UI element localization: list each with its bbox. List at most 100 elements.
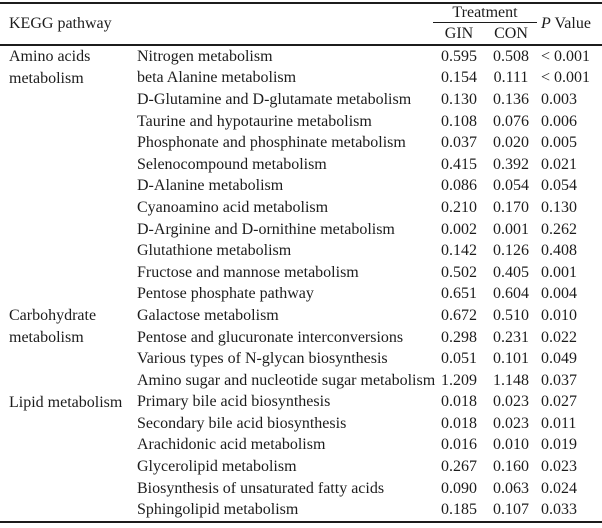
p-value-rest: Value	[550, 15, 591, 32]
pathway-cell: Selenocompound metabolism	[137, 155, 327, 173]
pathway-cell: Glycerolipid metabolism	[137, 458, 297, 476]
table-row: Glutathione metabolism 0.142 0.126 0.408	[0, 240, 602, 262]
gin-value-cell: 0.086	[441, 177, 478, 195]
gin-value-cell: 0.130	[441, 90, 478, 108]
p-value-cell: 0.022	[541, 328, 578, 346]
gin-value-cell: 0.298	[441, 328, 478, 346]
table-row: Phosphonate and phosphinate metabolism 0.…	[0, 132, 602, 154]
con-value-cell: 0.510	[493, 306, 530, 324]
con-value-cell: 0.508	[493, 47, 530, 65]
con-value-cell: 0.405	[493, 263, 530, 281]
p-value-cell: 0.010	[541, 306, 578, 324]
table-row: Amino sugar and nucleotide sugar metabol…	[0, 370, 602, 392]
table-row: Biosynthesis of unsaturated fatty acids 0…	[0, 478, 602, 500]
p-value-cell: 0.027	[541, 393, 578, 411]
gin-value-cell: 0.018	[441, 393, 478, 411]
header-p-value: P Value	[537, 3, 602, 45]
con-value-cell: 0.054	[493, 177, 530, 195]
gin-value-cell: 0.051	[441, 350, 478, 368]
p-value-cell: 0.001	[541, 263, 578, 281]
p-value-cell: < 0.001	[541, 69, 591, 87]
header-row-spanner: KEGG pathway Treatment P Value	[0, 3, 602, 32]
con-value-cell: 0.001	[493, 220, 530, 238]
gin-value-cell: 0.267	[441, 458, 478, 476]
group-label-cell: Amino acids metabolism	[9, 48, 91, 87]
gin-value-cell: 1.209	[441, 371, 478, 389]
pathway-cell: Taurine and hypotaurine metabolism	[137, 112, 372, 130]
group-label-cell: Lipid metabolism	[9, 393, 123, 411]
con-value-cell: 0.063	[493, 479, 530, 497]
con-value-cell: 0.126	[493, 242, 530, 260]
pathway-cell: D-Arginine and D-ornithine metabolism	[137, 220, 395, 238]
pathway-cell: Arachidonic acid metabolism	[137, 436, 326, 454]
pathway-cell: Secondary bile acid biosynthesis	[137, 414, 347, 432]
table-row: Cyanoamino acid metabolism 0.210 0.170 0.13…	[0, 197, 602, 219]
p-value-cell: 0.408	[541, 242, 578, 260]
table-row: Carbohydrate metabolism Galactose metabol…	[0, 305, 602, 346]
pathway-cell: Cyanoamino acid metabolism	[137, 198, 329, 216]
con-value-cell: 0.604	[493, 285, 530, 303]
p-value-cell: 0.021	[541, 155, 578, 173]
con-value-cell: 0.107	[493, 501, 530, 519]
gin-value-cell: 0.018	[441, 414, 478, 432]
gin-value-cell: 0.002	[441, 220, 478, 238]
pathway-cell: Nitrogen metabolism	[137, 47, 273, 65]
gin-value-cell: 0.108	[441, 112, 478, 130]
table-row: Amino acids metabolism Nitrogen metabolis…	[0, 45, 602, 87]
gin-value-cell: 0.016	[441, 436, 478, 454]
pathway-cell: Amino sugar and nucleotide sugar metabol…	[137, 371, 436, 389]
p-value-cell: 0.130	[541, 198, 578, 216]
gin-value-cell: 0.037	[441, 134, 478, 152]
pathway-cell: D-Alanine metabolism	[137, 177, 284, 195]
p-value-cell: 0.006	[541, 112, 578, 130]
pathway-cell: Phosphonate and phosphinate metabolism	[137, 134, 406, 152]
table-body: Amino acids metabolism Nitrogen metabolis…	[0, 45, 602, 522]
p-value-italic-p: P	[541, 15, 551, 32]
table-row: Glycerolipid metabolism 0.267 0.160 0.023	[0, 456, 602, 478]
pathway-cell: Glutathione metabolism	[137, 242, 292, 260]
p-value-cell: 0.024	[541, 479, 578, 497]
con-value-cell: 0.160	[493, 458, 530, 476]
table-row: D-Alanine metabolism 0.086 0.054 0.054	[0, 176, 602, 198]
p-value-cell: < 0.001	[541, 47, 591, 65]
con-value-cell: 0.023	[493, 393, 530, 411]
p-value-cell: 0.023	[541, 458, 578, 476]
table-row: Pentose and glucuronate interconversions…	[0, 327, 602, 349]
pathway-cell: Galactose metabolism	[137, 306, 279, 324]
header-treatment: Treatment	[433, 3, 538, 23]
con-value-cell: 0.170	[493, 198, 530, 216]
table-row: Sphingolipid metabolism 0.185 0.107 0.033	[0, 499, 602, 522]
group-label-cell: Carbohydrate metabolism	[9, 307, 97, 346]
con-value-cell: 0.076	[493, 112, 530, 130]
gin-value-cell: 0.154	[441, 69, 478, 87]
con-value-cell: 0.010	[493, 436, 530, 454]
p-value-cell: 0.049	[541, 350, 578, 368]
table-row: Pentose phosphate pathway 0.651 0.604 0.004	[0, 284, 602, 306]
con-value-cell: 0.231	[493, 328, 530, 346]
table-header: KEGG pathway Treatment P Value GIN CON	[0, 3, 602, 45]
header-row-subcolumns: GIN CON	[0, 23, 602, 46]
table-row: Various types of N-glycan biosynthesis 0.…	[0, 348, 602, 370]
gin-value-cell: 0.185	[441, 501, 478, 519]
gin-value-cell: 0.142	[441, 242, 478, 260]
p-value-cell: 0.003	[541, 90, 578, 108]
gin-value-cell: 0.672	[441, 306, 478, 324]
table-row: Lipid metabolism Primary bile acid biosyn…	[0, 392, 602, 414]
p-value-cell: 0.033	[541, 501, 578, 519]
p-value-cell: 0.019	[541, 436, 578, 454]
pathway-cell: beta Alanine metabolism	[137, 69, 297, 87]
pathway-cell: Various types of N-glycan biosynthesis	[137, 350, 388, 368]
header-con: CON	[494, 24, 528, 42]
con-value-cell: 0.392	[493, 155, 530, 173]
pathway-cell: Biosynthesis of unsaturated fatty acids	[137, 479, 385, 497]
table-row: D-Arginine and D-ornithine metabolism 0.0…	[0, 219, 602, 241]
p-value-cell: 0.005	[541, 134, 578, 152]
con-value-cell: 0.023	[493, 414, 530, 432]
p-value-cell: 0.037	[541, 371, 578, 389]
gin-value-cell: 0.210	[441, 198, 478, 216]
pathway-cell: Pentose phosphate pathway	[137, 285, 314, 303]
table-row: Fructose and mannose metabolism 0.502 0.40…	[0, 262, 602, 284]
header-kegg-pathway: KEGG pathway	[9, 15, 112, 32]
